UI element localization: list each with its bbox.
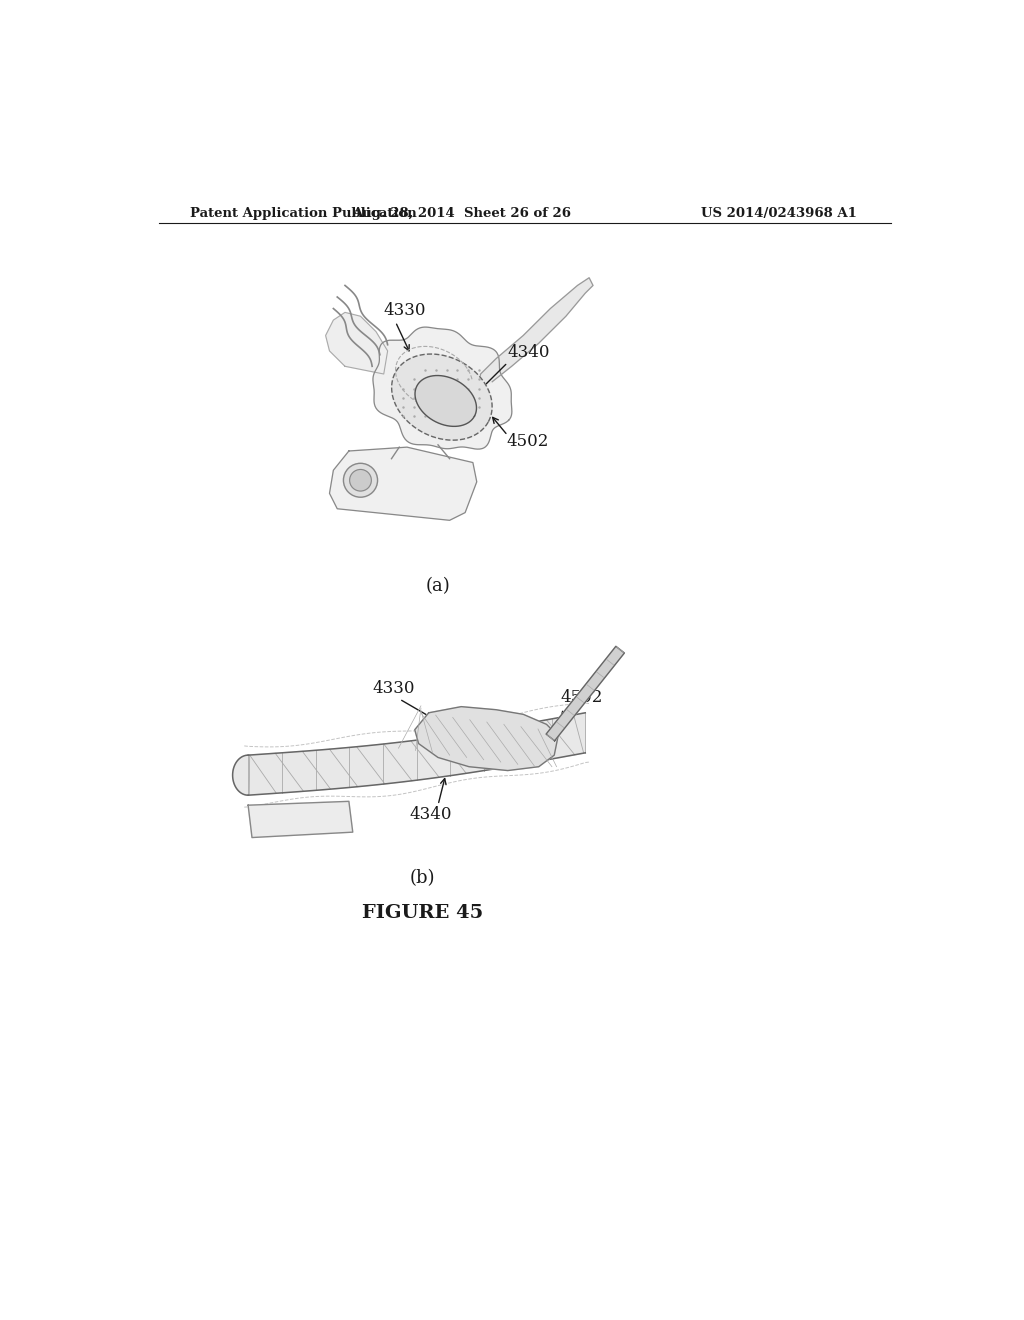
Text: FIGURE 45: FIGURE 45: [361, 904, 483, 921]
Polygon shape: [373, 327, 512, 449]
Text: 4330: 4330: [384, 302, 426, 319]
Polygon shape: [391, 354, 493, 440]
Polygon shape: [415, 706, 558, 771]
Text: 4502: 4502: [560, 689, 603, 706]
Circle shape: [349, 470, 372, 491]
Text: 4502: 4502: [506, 433, 549, 450]
Text: 4330: 4330: [372, 680, 415, 697]
Polygon shape: [330, 447, 477, 520]
Polygon shape: [248, 801, 352, 838]
Circle shape: [343, 463, 378, 498]
Polygon shape: [232, 755, 248, 795]
Text: 4340: 4340: [508, 345, 550, 360]
Text: Aug. 28, 2014  Sheet 26 of 26: Aug. 28, 2014 Sheet 26 of 26: [352, 207, 570, 220]
Polygon shape: [477, 277, 593, 389]
Text: US 2014/0243968 A1: US 2014/0243968 A1: [700, 207, 856, 220]
Polygon shape: [326, 313, 388, 374]
Polygon shape: [248, 713, 586, 795]
Text: 4340: 4340: [409, 807, 452, 822]
Text: (b): (b): [410, 870, 435, 887]
Text: Patent Application Publication: Patent Application Publication: [190, 207, 417, 220]
Polygon shape: [546, 647, 625, 741]
Text: (a): (a): [426, 577, 451, 595]
Polygon shape: [415, 375, 476, 426]
